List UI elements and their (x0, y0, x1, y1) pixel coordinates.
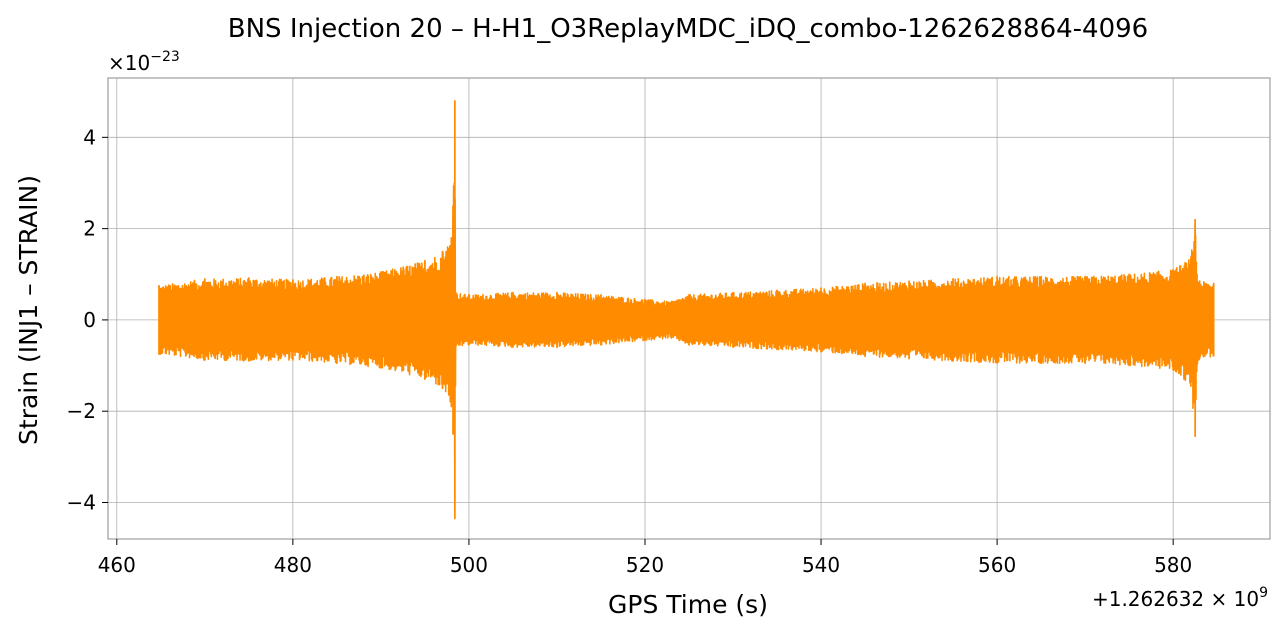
x-offset-base: +1.262632 × 10 (1092, 587, 1259, 611)
y-tick-label: 4 (83, 125, 96, 149)
x-tick-label: 480 (274, 553, 312, 577)
x-tick-label: 500 (450, 553, 488, 577)
x-offset: +1.262632 × 109 (1092, 585, 1268, 611)
axes-frame (107, 77, 1271, 540)
x-axis-label: GPS Time (s) (608, 590, 768, 619)
y-tick-label: 2 (83, 217, 96, 241)
y-scale-factor: ×10−23 (108, 49, 180, 75)
x-tick-label: 580 (1154, 553, 1192, 577)
y-scale-exponent: −23 (150, 49, 180, 65)
strain-series-line (158, 100, 1215, 520)
y-scale-base: ×10 (108, 51, 150, 75)
plot-area (158, 100, 1215, 520)
y-tick-label: −2 (67, 399, 96, 423)
y-axis-label: Strain (INJ1 – STRAIN) (14, 175, 43, 445)
x-tick-label: 460 (98, 553, 136, 577)
ticks: 460 480 500 520 540 560 580 −4 −2 0 2 4 (67, 125, 1193, 577)
y-tick-label: 0 (83, 308, 96, 332)
y-tick-label: −4 (67, 490, 96, 514)
x-tick-label: 520 (626, 553, 664, 577)
chart-title: BNS Injection 20 – H-H1_O3ReplayMDC_iDQ_… (228, 14, 1148, 44)
x-tick-label: 560 (978, 553, 1016, 577)
x-offset-exponent: 9 (1259, 585, 1268, 601)
x-tick-label: 540 (802, 553, 840, 577)
